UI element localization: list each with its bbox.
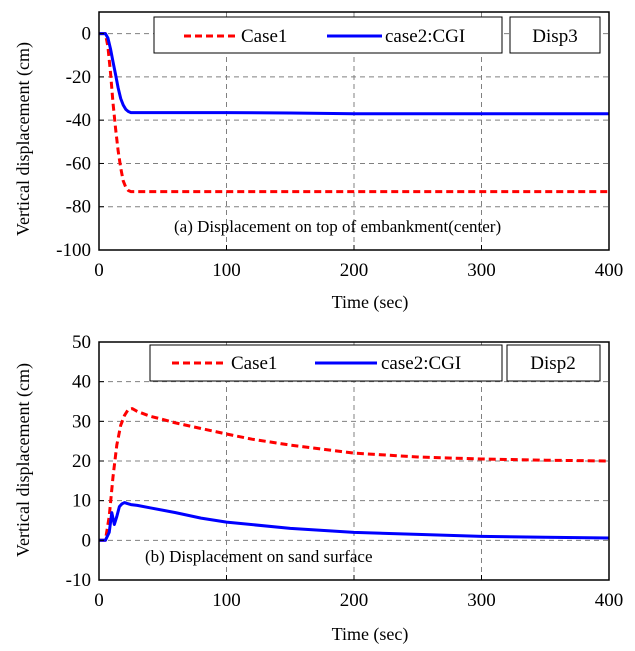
chart-b-caption: (b) Displacement on sand surface [145,547,373,566]
chart-b-x-tick-label: 400 [595,590,624,611]
chart-a-y-tick-label: 0 [82,24,92,45]
chart-b-x-ticks: 0 100 200 300 400 [94,575,623,611]
chart-a-series-case2-cgi-line [99,32,609,116]
chart-b-series-case2-cgi-line [99,501,610,542]
chart-a-y-tick-label: -100 [56,240,91,261]
chart-b-tag-box [506,344,601,382]
chart-a-x-tick-label: 200 [340,260,369,281]
chart-b-series-case1-line [99,407,610,542]
chart-a-legend: Case1 case2:CGI [153,16,503,54]
chart-b-y-tick-label: 10 [72,491,91,512]
chart-a-y-tick-label: -60 [66,153,91,174]
chart-a-y-tick-label: -40 [66,110,91,131]
chart-a-x-ticks: 0 100 200 300 400 [94,245,623,281]
chart-b-x-tick-label: 100 [212,590,241,611]
chart-b-tag: Disp2 [506,344,601,382]
chart-b-x-axis-label: Time (sec) [332,624,409,645]
chart-b-y-tick-label: 20 [72,451,91,472]
chart-b-y-tick-label: 50 [72,332,91,353]
chart-a-x-axis-label: Time (sec) [332,292,409,313]
chart-b-grid [99,342,609,580]
chart-a-x-tick-label: 300 [467,260,496,281]
chart-a-caption: (a) Displacement on top of embankment(ce… [174,217,501,236]
chart-a-x-tick-label: 100 [212,260,241,281]
chart-b-series [99,407,610,542]
chart-b-x-tick-label: 200 [340,590,369,611]
chart-b-y-tick-label: 30 [72,411,91,432]
chart-a-series [99,32,609,194]
chart-a-legend-cgi-label: case2:CGI [385,26,465,47]
chart-b-y-axis-label: Vertical displacement (cm) [13,363,34,557]
chart-a: 0 100 200 300 400 0 -20 -40 -60 -80 -100 Time (se… [13,11,623,313]
chart-a-series-case1-line [99,32,609,194]
chart-a-x-tick-label: 400 [595,260,624,281]
chart-b-tag-label: Disp2 [530,353,575,374]
chart-b-legend-case1-label: Case1 [231,353,277,374]
chart-b-legend-cgi-label: case2:CGI [381,353,461,374]
chart-a-legend-case1-label: Case1 [241,26,287,47]
chart-b-legend: Case1 case2:CGI [149,344,503,382]
chart-a-y-ticks: 0 -20 -40 -60 -80 -100 [56,24,104,261]
chart-a-tag-label: Disp3 [532,26,577,47]
chart-b-y-tick-label: 40 [72,372,91,393]
chart-a-x-tick-label: 0 [94,260,104,281]
chart-b-x-tick-label: 300 [467,590,496,611]
chart-b-y-tick-label: 0 [82,530,92,551]
chart-b-y-ticks: 50 40 30 20 10 0 -10 [66,332,104,591]
chart-b-y-tick-label: -10 [66,570,91,591]
chart-a-tag-box [509,16,601,54]
chart-a-tag: Disp3 [509,16,601,54]
chart-b-x-tick-label: 0 [94,590,104,611]
chart-a-y-tick-label: -80 [66,197,91,218]
chart-a-y-axis-label: Vertical displacement (cm) [13,42,34,236]
chart-a-y-tick-label: -20 [66,67,91,88]
